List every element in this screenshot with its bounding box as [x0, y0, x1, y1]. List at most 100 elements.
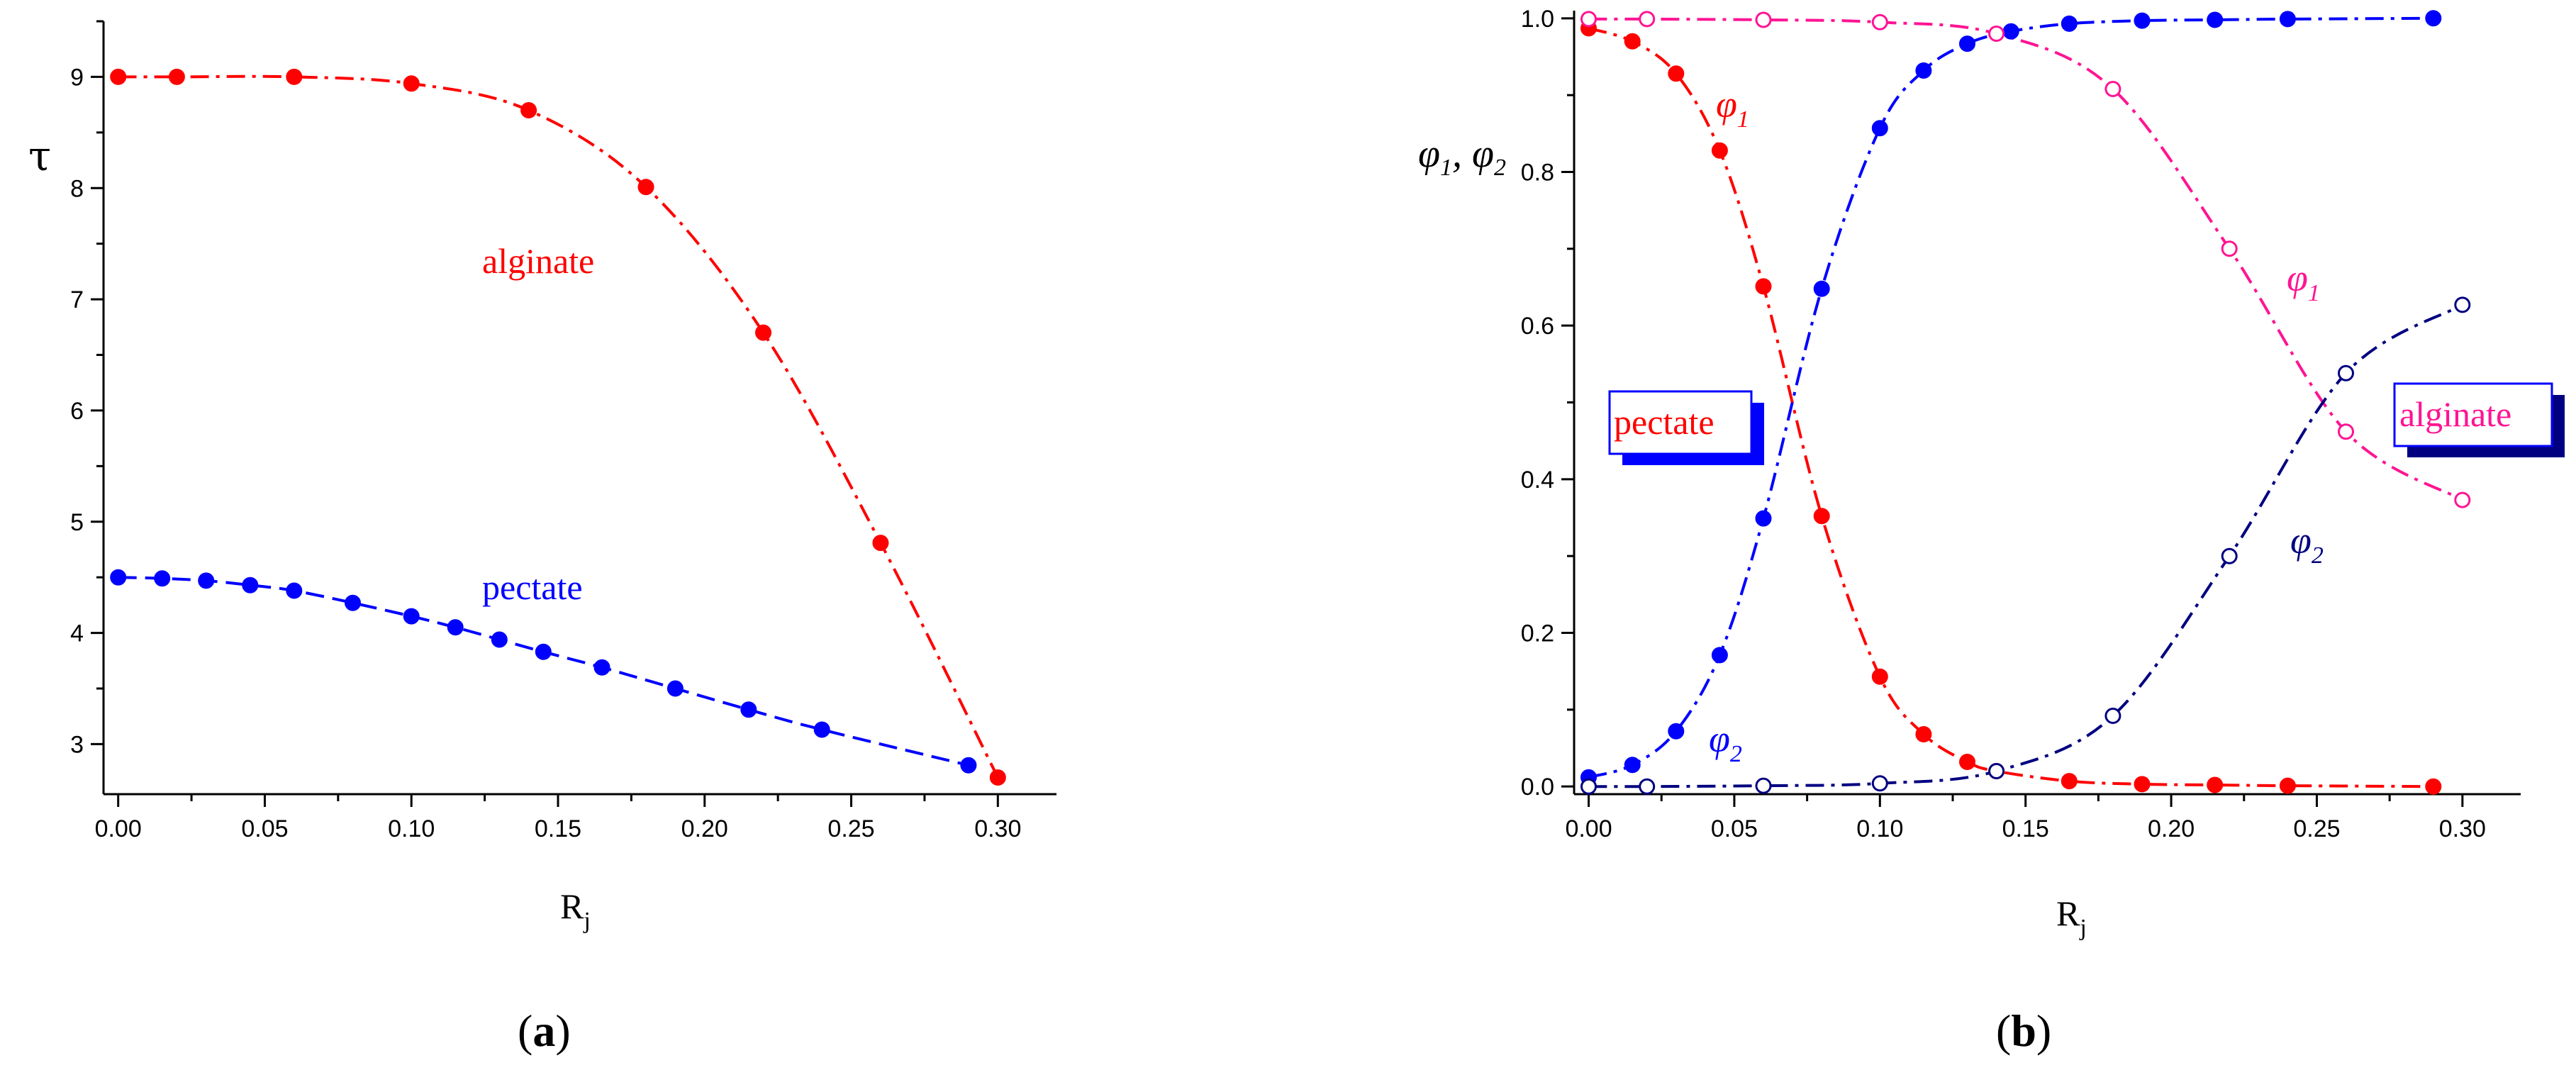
panel-a-label: (a) [518, 1005, 571, 1056]
y-tick-label: 5 [70, 509, 84, 536]
data-point [1639, 778, 1656, 795]
x-tick-label: 0.20 [2148, 815, 2195, 842]
panel-a-x-axis-title: Rj [560, 886, 591, 934]
data-point [1988, 763, 2005, 779]
data-point [1580, 778, 1597, 795]
data-point [447, 619, 464, 636]
data-point [1755, 278, 1772, 295]
data-point [2207, 11, 2224, 28]
data-point [2279, 777, 2296, 794]
data-point [2134, 12, 2151, 29]
data-point [2454, 296, 2471, 313]
data-point [1668, 723, 1685, 740]
x-tick-label: 0.20 [681, 815, 728, 842]
panel-a-axes-frame [102, 21, 1056, 796]
data-point [1915, 62, 1932, 79]
panel-a-series-lines [118, 74, 1000, 779]
data-point [2207, 776, 2224, 793]
data-point [2104, 81, 2121, 97]
panel-b-label-letter: b [2011, 1005, 2036, 1056]
panel-b-x-axis-title-sub: j [2079, 915, 2086, 941]
y-tick-label: 4 [70, 620, 84, 647]
data-point [168, 68, 185, 85]
panel-b-pectate-box: pectate [1608, 390, 1764, 465]
data-point [2061, 15, 2078, 32]
panel-a-x-axis-title-sub: j [583, 908, 590, 934]
data-point [1711, 142, 1728, 159]
data-point [1668, 65, 1685, 82]
y-tick-label: 0.0 [1521, 774, 1554, 801]
x-tick-label: 0.05 [1711, 815, 1758, 842]
alginate-box-frame [2393, 382, 2553, 447]
data-point [1813, 280, 1830, 297]
x-tick-label: 0.15 [535, 815, 581, 842]
y-tick-label: 1.0 [1521, 6, 1554, 33]
x-tick-label: 0.15 [2002, 815, 2049, 842]
panel-a-label-letter: a [533, 1005, 555, 1056]
panel-b-alginate-box: alginate [2393, 382, 2565, 457]
y-tick-label: 9 [70, 64, 84, 91]
y-tick-label: 8 [70, 175, 84, 202]
data-point [2002, 23, 2019, 40]
panel-b-series-lines [1588, 16, 2463, 788]
y-tick-label: 0.4 [1521, 467, 1554, 494]
data-point [667, 680, 684, 697]
data-point [872, 535, 889, 552]
data-point [1959, 35, 1975, 52]
data-point [2134, 776, 2151, 793]
data-point [1624, 33, 1641, 50]
panel-a-chart: 0.00 0.05 0.10 0.15 0.20 0.25 0.30 3 4 5 6 7 8 9 τ Rj… [28, 20, 1056, 1056]
series-line-pectate-series0 [1588, 26, 2433, 788]
data-point [1959, 754, 1975, 770]
data-point [110, 68, 127, 85]
panel-a-x-axis-title-main: R [560, 886, 584, 926]
y-tick-label: 7 [70, 286, 84, 313]
panel-a-annotation-alginate: alginate [482, 241, 594, 281]
data-point [1711, 647, 1728, 664]
data-point [1755, 510, 1772, 527]
x-tick-label: 0.30 [974, 815, 1021, 842]
data-point [1915, 726, 1932, 742]
data-point [1871, 13, 1888, 30]
data-point [154, 570, 171, 587]
x-tick-label: 0.25 [827, 815, 874, 842]
panel-b-x-axis-title-main: R [2056, 893, 2080, 933]
data-point [1871, 120, 1888, 137]
data-point [2425, 778, 2442, 795]
panel-a-data-points [110, 68, 1006, 786]
panel-a-annotation-pectate: pectate [482, 567, 583, 607]
data-point [2425, 10, 2442, 27]
data-point [1580, 11, 1597, 28]
data-point [2279, 11, 2296, 28]
y-tick-label: 6 [70, 398, 84, 425]
data-point [286, 582, 303, 599]
data-point [2454, 491, 2471, 508]
data-point [637, 179, 654, 196]
data-point [535, 643, 552, 660]
data-point [403, 75, 420, 92]
panel-b-y-axis-title: φ1, φ2 [1418, 132, 1506, 181]
data-point [242, 576, 259, 593]
data-point [2338, 423, 2354, 440]
data-point [2221, 240, 2238, 257]
data-point [1624, 757, 1641, 774]
data-point [2221, 547, 2238, 564]
panel-b-chart: 0.00 0.05 0.10 0.15 0.20 0.25 0.30 0.0 0.2 0.4 0.6… [1418, 6, 2565, 1056]
data-point [960, 757, 977, 774]
data-point [989, 769, 1006, 786]
pectate-box-frame [1608, 390, 1753, 455]
y-tick-label: 0.2 [1521, 620, 1554, 647]
panel-b-annotation-phi1-pectate: φ1 [1716, 83, 1749, 133]
x-tick-label: 0.00 [95, 815, 142, 842]
data-point [1813, 508, 1830, 525]
series-line-series0 [118, 74, 1000, 779]
data-point [593, 659, 610, 676]
data-point [1639, 11, 1656, 28]
y-tick-label: 3 [70, 731, 84, 758]
data-point [1988, 26, 2005, 42]
panel-b-x-axis-title: Rj [2056, 893, 2087, 941]
series-line-alginate-series3 [1588, 303, 2463, 788]
x-tick-label: 0.25 [2293, 815, 2340, 842]
x-tick-label: 0.10 [388, 815, 435, 842]
